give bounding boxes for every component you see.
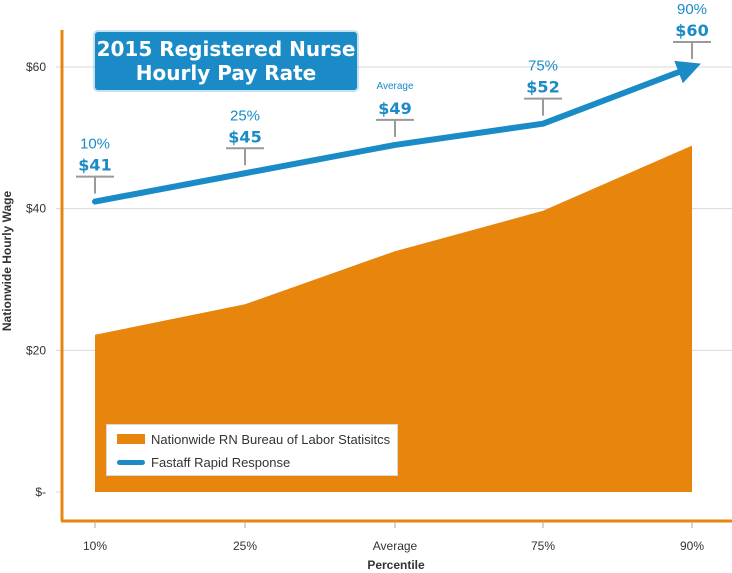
callout-value: $49 xyxy=(378,99,411,118)
legend-label-bls: Nationwide RN Bureau of Labor Statisitcs xyxy=(151,431,391,447)
line-series-path xyxy=(92,60,701,205)
y-tick-label: $20 xyxy=(26,343,46,357)
callout-value: $41 xyxy=(78,156,111,175)
callout-label: 75% xyxy=(528,58,558,75)
x-axis-title: Percentile xyxy=(367,558,425,572)
legend-label-fastaff: Fastaff Rapid Response xyxy=(151,454,291,470)
x-tick-label: 90% xyxy=(680,539,704,553)
y-tick-label: $40 xyxy=(26,202,46,216)
axes: $- $20 $40 $60 10% 25% Average 75% 90% xyxy=(26,30,732,553)
y-tick-label: $- xyxy=(35,485,46,499)
area-series xyxy=(95,145,692,492)
legend-item-fastaff: Fastaff Rapid Response xyxy=(117,452,290,472)
x-tick-label: 75% xyxy=(531,539,555,553)
x-tick-label: 25% xyxy=(233,539,257,553)
legend-item-bls: Nationwide RN Bureau of Labor Statisitcs xyxy=(117,429,390,449)
chart-title-line-2: Hourly Pay Rate xyxy=(135,61,317,85)
callout-value: $45 xyxy=(228,127,261,146)
y-axis-title: Nationwide Hourly Wage xyxy=(0,191,14,332)
annotations: $41 10% $45 25% $49 Average $52 75% $60 90% xyxy=(76,1,711,194)
callout-label: 90% xyxy=(677,1,707,18)
line-series xyxy=(92,60,701,205)
callout-label: 25% xyxy=(230,107,260,124)
chart-title: 2015 Registered Nurse Hourly Pay Rate xyxy=(95,32,357,90)
callout-label: 10% xyxy=(80,136,110,153)
x-tick-label: 10% xyxy=(83,539,107,553)
chart-title-line-1: 2015 Registered Nurse xyxy=(96,37,356,61)
callout-value: $60 xyxy=(675,21,708,40)
y-tick-label: $60 xyxy=(26,60,46,74)
legend-swatch-line xyxy=(117,459,145,465)
x-tick-label: Average xyxy=(373,539,418,553)
area-series-path xyxy=(95,145,692,492)
legend-swatch-area xyxy=(117,434,145,444)
callout-value: $52 xyxy=(526,78,559,97)
legend: Nationwide RN Bureau of Labor Statisitcs… xyxy=(106,424,398,476)
callout-label: Average xyxy=(376,81,414,92)
